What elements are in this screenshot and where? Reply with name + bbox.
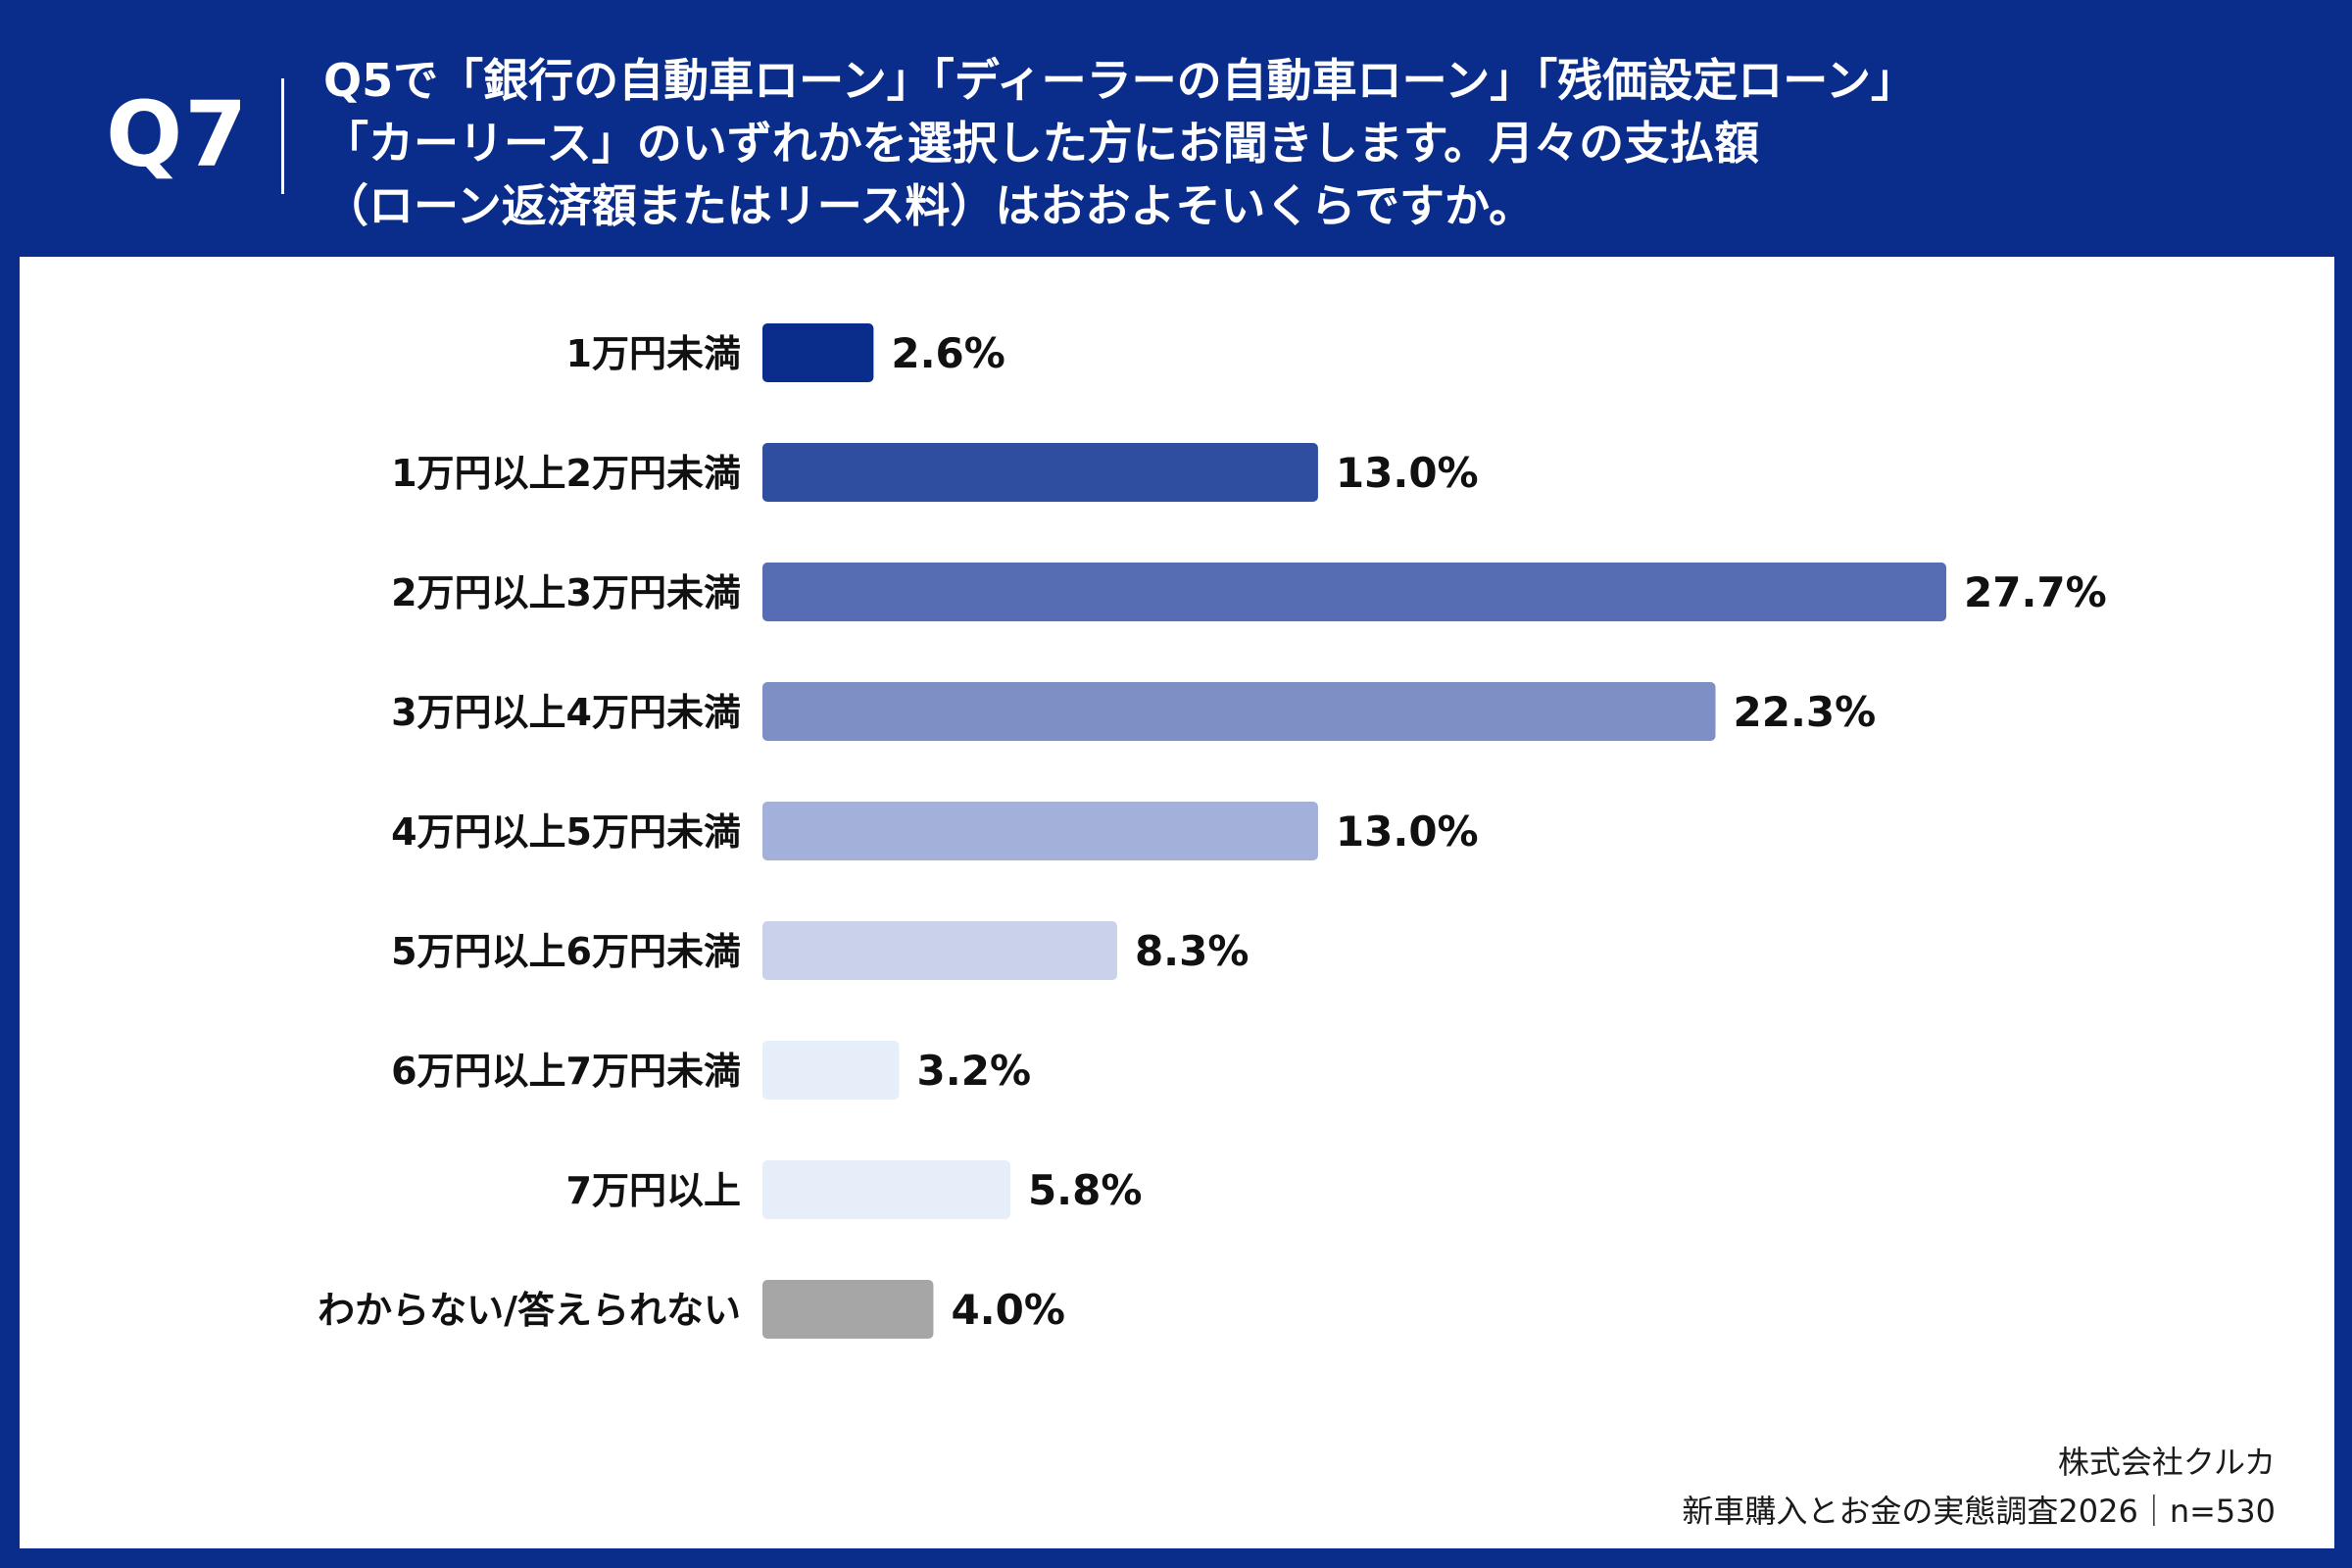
question-header: Q7 Q5で「銀行の自動車ローン」「ディーラーの自動車ローン」「残価設定ローン」… [0,0,2352,253]
company-name: 株式会社クルカ [2057,1444,2276,1481]
bar [762,1280,934,1339]
bar [762,802,1318,860]
category-label: 1万円未満 [566,332,741,375]
question-number: Q7 [106,82,250,187]
value-label: 4.0% [951,1286,1064,1334]
value-label: 2.6% [891,329,1004,377]
category-label: 1万円以上2万円未満 [391,452,741,495]
category-label: 3万円以上4万円未満 [391,691,741,734]
category-label: わからない/答えられない [318,1289,741,1332]
bar [762,443,1318,502]
value-label: 27.7% [1964,568,2107,616]
bar [762,1160,1010,1219]
bar [762,563,1946,621]
bar [762,921,1117,980]
survey-info: 新車購入とお金の実態調査2026｜n=530 [1682,1493,2276,1530]
category-label: 7万円以上 [566,1169,741,1212]
question-line-3: （ローン返済額またはリース料）はおおよそいくらですか。 [323,179,1535,232]
bar [762,1041,900,1100]
header-divider [281,78,284,194]
bar [762,323,874,382]
question-line-1: Q5で「銀行の自動車ローン」「ディーラーの自動車ローン」「残価設定ローン」 [323,54,1916,107]
value-label: 5.8% [1028,1166,1142,1214]
category-label: 4万円以上5万円未満 [391,810,741,854]
chart-panel: 1万円未満 2.6% 1万円以上2万円未満 13.0% 2万円以上3万円未満 27.7% 3… [20,257,2334,1548]
value-label: 13.0% [1336,808,1479,856]
question-line-2: 「カーリース」のいずれかを選択した方にお聞きします。月々の支払額 [323,117,1760,170]
category-label: 2万円以上3万円未満 [391,571,741,614]
bar [762,682,1716,741]
value-label: 3.2% [917,1047,1031,1095]
category-label: 5万円以上6万円未満 [391,930,741,973]
value-label: 22.3% [1734,688,1877,736]
credit: 株式会社クルカ 新車購入とお金の実態調査2026｜n=530 [1682,1438,2276,1536]
value-label: 13.0% [1336,449,1479,497]
category-label: 6万円以上7万円未満 [391,1050,741,1093]
value-label: 8.3% [1135,927,1249,975]
bar-chart: 1万円未満 2.6% 1万円以上2万円未満 13.0% 2万円以上3万円未満 27.7% 3… [318,323,2107,1339]
question-text: Q5で「銀行の自動車ローン」「ディーラーの自動車ローン」「残価設定ローン」 「カ… [323,49,2323,237]
